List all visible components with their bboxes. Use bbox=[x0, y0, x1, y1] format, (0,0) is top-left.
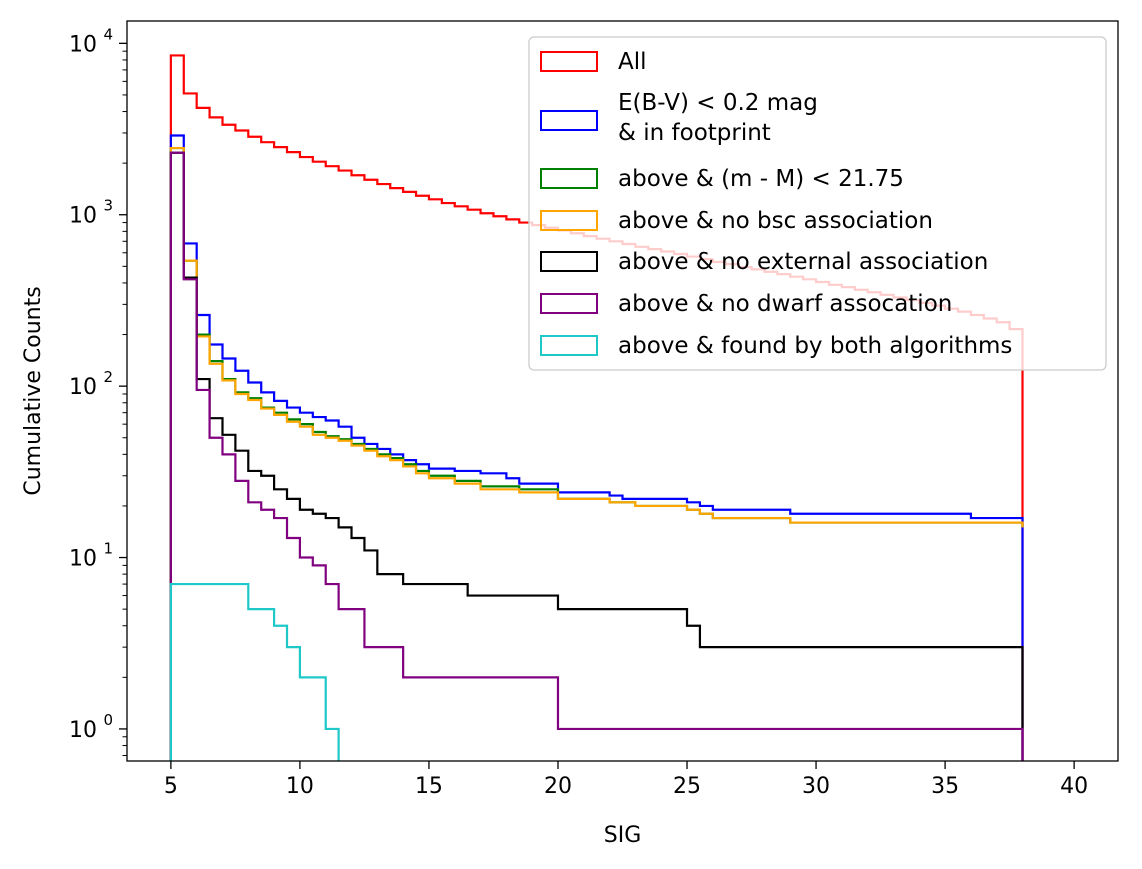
plot-frame bbox=[126, 20, 1119, 762]
y-tick-label: 10 bbox=[69, 32, 97, 57]
legend-label-5: above & no dwarf assocation bbox=[618, 291, 952, 317]
y-tick-label: 10 bbox=[69, 547, 97, 572]
series-line-4 bbox=[169, 151, 1024, 761]
series-line-6 bbox=[169, 582, 340, 761]
x-tick-label: 5 bbox=[164, 774, 178, 799]
legend-label-1: E(B-V) < 0.2 mag bbox=[618, 90, 818, 116]
legend-label-3: above & no bsc association bbox=[618, 208, 933, 234]
legend-label-4: above & no external association bbox=[618, 249, 988, 275]
legend-swatch-3 bbox=[540, 210, 598, 231]
x-tick-label: 20 bbox=[544, 774, 572, 799]
y-tick-exponent: 2 bbox=[103, 368, 113, 386]
y-tick-label: 10 bbox=[69, 718, 97, 743]
x-tick-label: 30 bbox=[802, 774, 830, 799]
legend-box bbox=[528, 36, 1107, 371]
series-line-5 bbox=[169, 151, 1024, 761]
x-tick-label: 25 bbox=[673, 774, 701, 799]
x-tick-label: 40 bbox=[1060, 774, 1088, 799]
x-axis: 5 10 15 20 25 30 35 40 bbox=[164, 761, 1088, 799]
y-axis: 10 0 10 1 10 2 10 3 10 4 bbox=[69, 25, 127, 756]
legend-swatch-4 bbox=[540, 251, 598, 272]
y-tick-exponent: 3 bbox=[103, 197, 113, 215]
y-axis-title: Cumulative Counts bbox=[21, 286, 46, 495]
y-tick-exponent: 4 bbox=[103, 25, 113, 43]
legend-label-1: & in footprint bbox=[618, 120, 771, 146]
x-tick-label: 15 bbox=[415, 774, 443, 799]
y-tick-exponent: 1 bbox=[103, 540, 113, 558]
series-line-1 bbox=[169, 134, 1024, 761]
y-tick-label: 10 bbox=[69, 204, 97, 229]
legend-swatch-1 bbox=[540, 110, 598, 131]
y-tick-label: 10 bbox=[69, 375, 97, 400]
x-tick-label: 35 bbox=[931, 774, 959, 799]
legend-label-6: above & found by both algorithms bbox=[618, 333, 1012, 359]
x-tick-label: 10 bbox=[286, 774, 314, 799]
legend-swatch-0 bbox=[540, 51, 598, 72]
legend-swatch-6 bbox=[540, 335, 598, 356]
x-axis-title: SIG bbox=[604, 823, 642, 848]
legend-swatch-2 bbox=[540, 168, 598, 189]
y-tick-exponent: 0 bbox=[103, 711, 113, 729]
legend-label-0: All bbox=[618, 49, 647, 75]
legend-label-2: above & (m - M) < 21.75 bbox=[618, 166, 904, 192]
legend: All E(B-V) < 0.2 mag & in footprint above &… bbox=[528, 36, 1107, 371]
series-line-3 bbox=[169, 146, 1024, 761]
legend-swatch-5 bbox=[540, 293, 598, 314]
